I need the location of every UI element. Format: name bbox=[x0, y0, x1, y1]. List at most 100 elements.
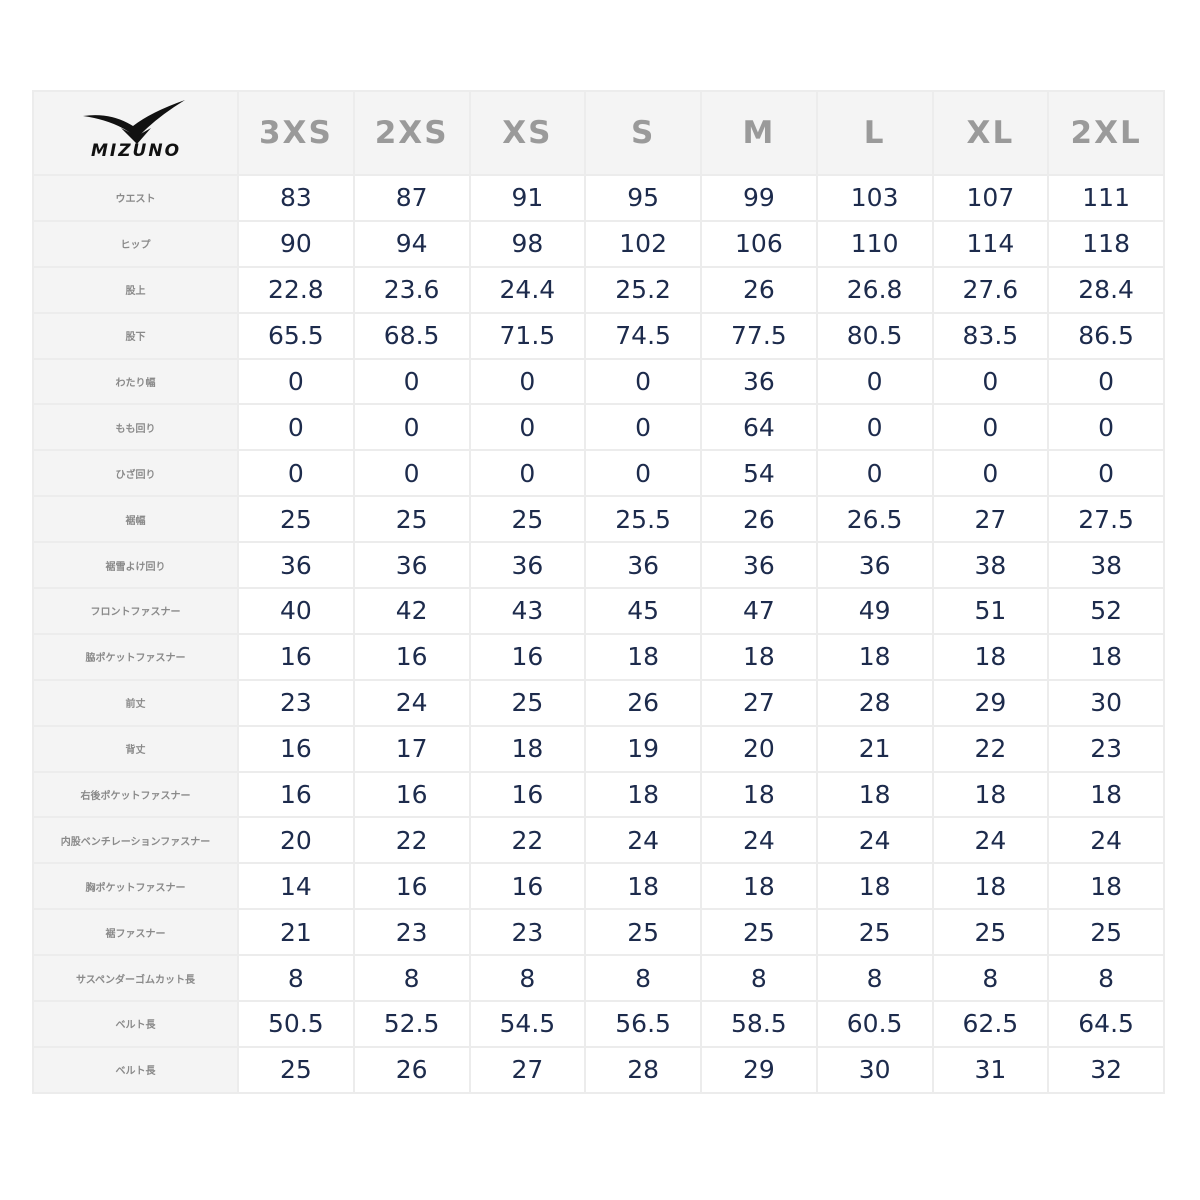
cell: 21 bbox=[237, 908, 355, 957]
cell: 22 bbox=[931, 724, 1050, 773]
table-row: ウエスト 83 87 91 95 99 103 107 111 bbox=[32, 174, 1165, 222]
cell: 0 bbox=[815, 357, 934, 406]
size-table: MIZUNO 3XS 2XS XS S M L XL 2XL ウエスト 83 87 91 95 99 10… bbox=[32, 90, 1165, 1094]
cell: 0 bbox=[931, 403, 1050, 452]
cell: 54.5 bbox=[468, 1000, 587, 1048]
cell: 18 bbox=[1047, 632, 1165, 681]
cell: 80.5 bbox=[815, 311, 934, 360]
cell: 0 bbox=[1047, 403, 1165, 452]
cell: 0 bbox=[584, 449, 702, 498]
cell: 16 bbox=[352, 862, 471, 911]
cell: 8 bbox=[584, 954, 702, 1003]
cell: 24 bbox=[931, 816, 1050, 865]
cell: 36 bbox=[468, 541, 587, 590]
cell: 18 bbox=[584, 770, 702, 819]
row-label: ひざ回り bbox=[32, 449, 239, 498]
cell: 26 bbox=[352, 1045, 471, 1094]
cell: 18 bbox=[700, 632, 818, 681]
row-label: 脇ポケットファスナー bbox=[32, 632, 239, 681]
cell: 0 bbox=[1047, 449, 1165, 498]
cell: 36 bbox=[352, 541, 471, 590]
row-label: 背丈 bbox=[32, 724, 239, 773]
cell: 25.2 bbox=[584, 265, 702, 314]
size-header: XS bbox=[468, 90, 587, 176]
cell: 20 bbox=[237, 816, 355, 865]
cell: 8 bbox=[352, 954, 471, 1003]
cell: 51 bbox=[931, 587, 1050, 635]
cell: 18 bbox=[815, 632, 934, 681]
cell: 54 bbox=[700, 449, 818, 498]
cell: 25 bbox=[700, 908, 818, 957]
cell: 0 bbox=[815, 403, 934, 452]
cell: 0 bbox=[237, 449, 355, 498]
cell: 49 bbox=[815, 587, 934, 635]
cell: 36 bbox=[700, 541, 818, 590]
cell: 65.5 bbox=[237, 311, 355, 360]
cell: 0 bbox=[584, 403, 702, 452]
table-row: 内股ベンチレーションファスナー 20 22 22 24 24 24 24 24 bbox=[32, 816, 1165, 865]
cell: 58.5 bbox=[700, 1000, 818, 1048]
cell: 36 bbox=[237, 541, 355, 590]
cell: 26 bbox=[584, 678, 702, 727]
cell: 25 bbox=[931, 908, 1050, 957]
cell: 38 bbox=[931, 541, 1050, 590]
cell: 26.8 bbox=[815, 265, 934, 314]
logo: MIZUNO bbox=[82, 100, 185, 161]
cell: 27 bbox=[468, 1045, 587, 1094]
cell: 25 bbox=[815, 908, 934, 957]
cell: 71.5 bbox=[468, 311, 587, 360]
table-row: 股下 65.5 68.5 71.5 74.5 77.5 80.5 83.5 86.5 bbox=[32, 311, 1165, 360]
cell: 83.5 bbox=[931, 311, 1050, 360]
cell: 28 bbox=[815, 678, 934, 727]
cell: 91 bbox=[468, 174, 587, 222]
cell: 23 bbox=[352, 908, 471, 957]
row-label: 胸ポケットファスナー bbox=[32, 862, 239, 911]
cell: 0 bbox=[352, 449, 471, 498]
cell: 18 bbox=[1047, 770, 1165, 819]
cell: 16 bbox=[352, 770, 471, 819]
row-label: 裾幅 bbox=[32, 495, 239, 544]
cell: 107 bbox=[931, 174, 1050, 222]
cell: 14 bbox=[237, 862, 355, 911]
cell: 83 bbox=[237, 174, 355, 222]
cell: 111 bbox=[1047, 174, 1165, 222]
cell: 25 bbox=[237, 495, 355, 544]
cell: 28.4 bbox=[1047, 265, 1165, 314]
row-label: 右後ポケットファスナー bbox=[32, 770, 239, 819]
table-row: ベルト長 50.5 52.5 54.5 56.5 58.5 60.5 62.5 64.5 bbox=[32, 1000, 1165, 1048]
cell: 26 bbox=[700, 495, 818, 544]
cell: 16 bbox=[237, 632, 355, 681]
cell: 26 bbox=[700, 265, 818, 314]
cell: 18 bbox=[584, 862, 702, 911]
row-label: 前丈 bbox=[32, 678, 239, 727]
cell: 42 bbox=[352, 587, 471, 635]
cell: 0 bbox=[584, 357, 702, 406]
cell: 87 bbox=[352, 174, 471, 222]
cell: 18 bbox=[1047, 862, 1165, 911]
cell: 0 bbox=[468, 403, 587, 452]
cell: 22.8 bbox=[237, 265, 355, 314]
cell: 106 bbox=[700, 219, 818, 268]
cell: 45 bbox=[584, 587, 702, 635]
cell: 18 bbox=[931, 862, 1050, 911]
table-row: わたり幅 0 0 0 0 36 0 0 0 bbox=[32, 357, 1165, 406]
cell: 18 bbox=[700, 862, 818, 911]
cell: 0 bbox=[931, 449, 1050, 498]
cell: 23 bbox=[468, 908, 587, 957]
row-label: ベルト長 bbox=[32, 1000, 239, 1048]
cell: 36 bbox=[584, 541, 702, 590]
cell: 32 bbox=[1047, 1045, 1165, 1094]
table-row: ベルト長 25 26 27 28 29 30 31 32 bbox=[32, 1045, 1165, 1094]
cell: 8 bbox=[931, 954, 1050, 1003]
size-table-wrap: MIZUNO 3XS 2XS XS S M L XL 2XL ウエスト 83 87 91 95 99 10… bbox=[32, 90, 1165, 1094]
cell: 25 bbox=[584, 908, 702, 957]
row-label: 内股ベンチレーションファスナー bbox=[32, 816, 239, 865]
cell: 94 bbox=[352, 219, 471, 268]
cell: 98 bbox=[468, 219, 587, 268]
row-label: わたり幅 bbox=[32, 357, 239, 406]
cell: 25 bbox=[352, 495, 471, 544]
table-row: 胸ポケットファスナー 14 16 16 18 18 18 18 18 bbox=[32, 862, 1165, 911]
row-label: サスペンダーゴムカット長 bbox=[32, 954, 239, 1003]
cell: 24 bbox=[352, 678, 471, 727]
cell: 77.5 bbox=[700, 311, 818, 360]
